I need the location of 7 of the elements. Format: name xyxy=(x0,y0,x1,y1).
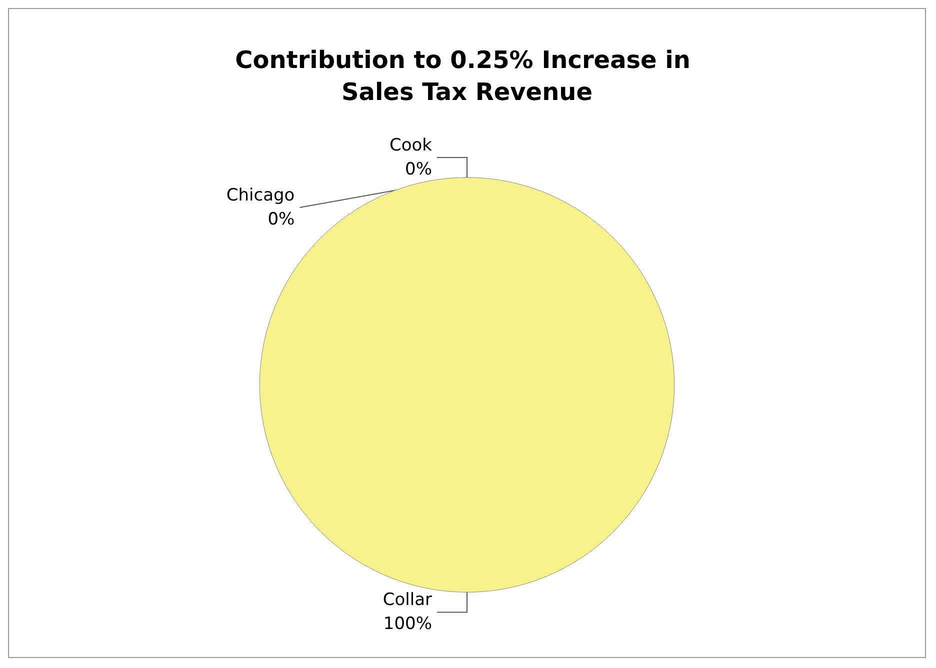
chart-title: Contribution to 0.25% Increase in Sales Tax Revenue xyxy=(235,46,699,106)
text: 0% xyxy=(268,209,295,230)
slice-label: Collar xyxy=(382,590,432,610)
category-label: Cook xyxy=(389,135,432,156)
category-label: Chicago xyxy=(226,185,295,206)
text: 0% xyxy=(405,159,432,180)
data-label: 100% xyxy=(383,614,432,634)
